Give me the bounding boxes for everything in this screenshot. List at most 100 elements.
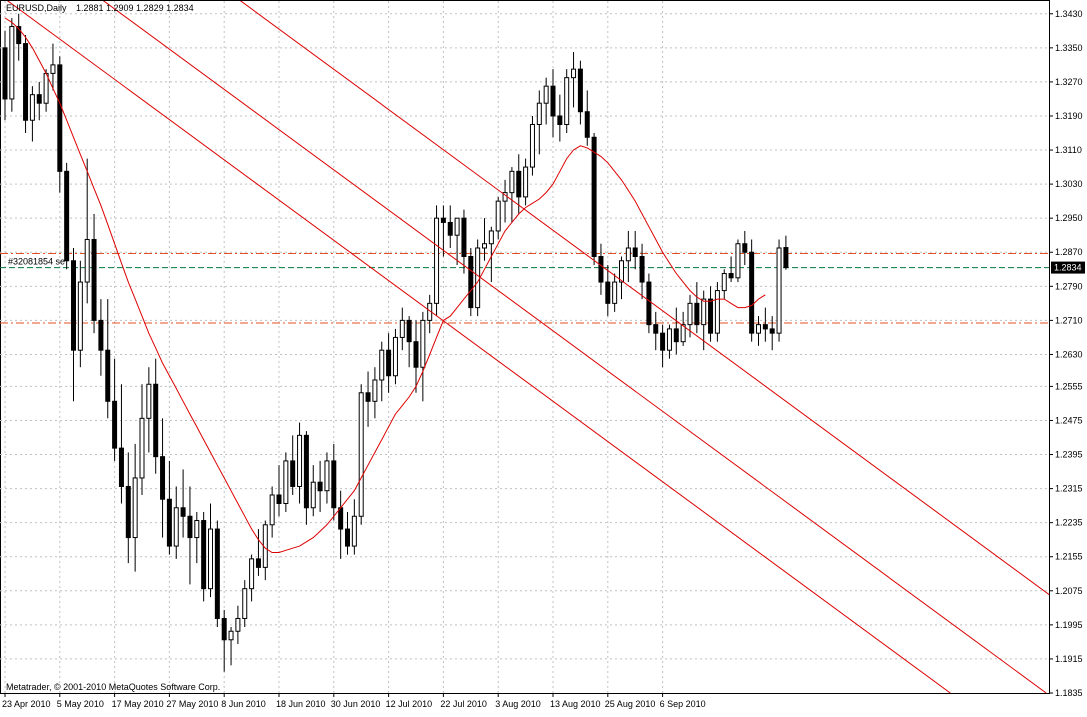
candle [461, 209, 467, 274]
candle [619, 256, 624, 300]
y-tick-label: 1.2395 [1055, 450, 1083, 460]
x-tick-label: 18 Jun 2010 [276, 699, 326, 709]
copyright-text: Metatrader, © 2001-2010 MetaQuotes Softw… [6, 682, 220, 692]
candle [440, 205, 446, 257]
candle [194, 512, 200, 564]
candle [358, 384, 364, 525]
channel-line[interactable] [238, 0, 1087, 693]
ohlc-label: 1.2881 1.2909 1.2829 1.2834 [76, 3, 194, 13]
candle [84, 158, 90, 304]
candle [413, 320, 419, 393]
candle [482, 218, 487, 261]
candle [392, 328, 398, 385]
x-tick-label: 25 Aug 2010 [605, 699, 656, 709]
y-tick-label: 1.2555 [1055, 381, 1083, 391]
candle [221, 609, 227, 672]
candle [735, 239, 741, 283]
x-tick-label: 6 Sep 2010 [660, 699, 706, 709]
candle [146, 367, 152, 453]
candle [201, 512, 207, 602]
candle [255, 529, 261, 576]
candle [125, 452, 131, 564]
x-tick-label: 13 Aug 2010 [550, 699, 601, 709]
y-tick-label: 1.2790 [1055, 281, 1083, 291]
candle [742, 230, 748, 266]
y-tick-label: 1.1835 [1055, 688, 1083, 698]
candle [64, 162, 70, 270]
candle [475, 239, 481, 317]
x-tick-label: 22 Jul 2010 [440, 699, 487, 709]
candle [71, 247, 76, 402]
candle [351, 499, 357, 555]
y-tick-label: 1.3430 [1055, 9, 1083, 19]
candle [50, 43, 56, 91]
x-tick-label: 3 Aug 2010 [495, 699, 541, 709]
x-tick-label: 30 Jun 2010 [331, 699, 381, 709]
candle [36, 81, 42, 121]
candle [139, 384, 145, 495]
y-tick-label: 1.3030 [1055, 179, 1083, 189]
candle [509, 167, 515, 223]
time-axis: 23 Apr 2010 5 May 2010 17 May 2010 27 May 2… [2, 693, 706, 709]
candle [345, 512, 350, 555]
y-tick-label: 1.2155 [1055, 552, 1083, 562]
candle [646, 273, 652, 334]
candle [660, 324, 666, 368]
candle [714, 282, 720, 342]
x-tick-label: 17 May 2010 [112, 699, 164, 709]
candle [749, 239, 755, 342]
candle [118, 384, 124, 504]
candle [173, 486, 179, 559]
candle [468, 247, 474, 317]
candle [776, 239, 782, 342]
candle [666, 324, 672, 359]
y-tick-label: 1.3270 [1055, 77, 1083, 87]
candle [208, 503, 213, 598]
candle [612, 273, 618, 312]
candle [454, 217, 460, 266]
candle [639, 243, 645, 300]
price-axis: 1.3430 1.3350 1.3270 1.3190 1.3110 1.3030 1.29… [1049, 9, 1083, 698]
candle [303, 431, 309, 525]
candle [242, 580, 248, 627]
moving-average [4, 17, 766, 553]
candle [276, 465, 282, 517]
candle [721, 269, 727, 300]
candle [9, 18, 15, 112]
x-tick-label: 23 Apr 2010 [2, 699, 51, 709]
candle [269, 486, 275, 538]
candle [694, 282, 700, 334]
candle [166, 460, 172, 555]
candle [317, 460, 323, 513]
candle [625, 230, 631, 283]
candle [550, 69, 556, 138]
candle [91, 213, 97, 334]
channel-line[interactable] [101, 0, 1047, 693]
candle [112, 358, 118, 461]
y-tick-label: 1.2475 [1055, 415, 1083, 425]
candle [235, 605, 241, 645]
channel-line[interactable] [5, 0, 951, 693]
candle [756, 316, 761, 346]
candle [2, 30, 8, 121]
candle [16, 13, 22, 61]
candle [577, 60, 583, 125]
candle [488, 226, 494, 283]
ma-line [4, 17, 766, 553]
plot-frame [0, 0, 1050, 694]
candle [406, 316, 412, 368]
bid-price-text: 1.2834 [1054, 263, 1082, 273]
candle [214, 520, 220, 627]
candle [728, 256, 734, 283]
y-tick-label: 1.3190 [1055, 111, 1083, 121]
candle [180, 469, 186, 538]
order-label[interactable]: #32081854 se [8, 257, 65, 267]
x-tick-label: 12 Jul 2010 [386, 699, 433, 709]
y-tick-label: 1.3110 [1055, 145, 1082, 155]
candle [529, 115, 535, 176]
candle [536, 90, 542, 155]
candle [708, 286, 714, 342]
candle [769, 316, 775, 351]
